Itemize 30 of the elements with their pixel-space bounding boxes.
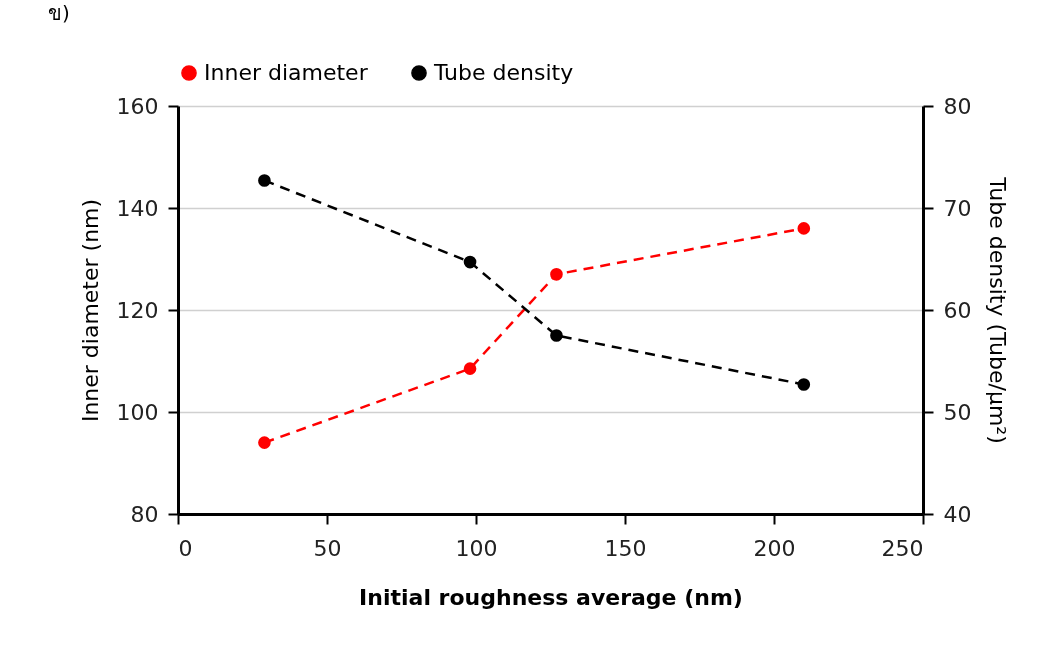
x-tick-label: 250 xyxy=(881,535,924,561)
y-tick-label: 80 xyxy=(130,501,159,527)
x-tick-label: 200 xyxy=(753,535,796,561)
y2-axis-title: Tube density (Tube/μm²) xyxy=(985,176,1011,444)
point xyxy=(797,222,811,235)
point xyxy=(258,436,271,449)
point xyxy=(258,174,271,187)
y2-tick-label: 40 xyxy=(943,501,972,527)
y-tick-label: 120 xyxy=(116,297,159,323)
y-tick-label: 160 xyxy=(116,93,159,119)
y-tick-label: 140 xyxy=(116,195,159,221)
point xyxy=(463,362,477,375)
x-tick-label: 100 xyxy=(455,535,498,561)
text: ข) xyxy=(48,1,70,25)
point xyxy=(550,329,563,342)
y-tick-label: 100 xyxy=(116,399,159,425)
y2-tick-label: 70 xyxy=(943,195,972,221)
y2-tick-label: 50 xyxy=(943,399,972,425)
x-tick-label: 50 xyxy=(313,535,342,561)
x-tick-label: 0 xyxy=(178,535,193,561)
point xyxy=(463,255,477,269)
y2-tick-label: 80 xyxy=(943,93,972,119)
y2-tick-label: 60 xyxy=(943,297,972,323)
legend-label: Inner diameter xyxy=(204,60,369,85)
x-tick-label: 150 xyxy=(604,535,647,561)
x-axis-title: Initial roughness average (nm) xyxy=(359,584,743,610)
y-axis-title: Inner diameter (nm) xyxy=(77,198,103,423)
legend-label: Tube density xyxy=(433,60,574,85)
point xyxy=(797,378,811,391)
point xyxy=(550,267,563,281)
